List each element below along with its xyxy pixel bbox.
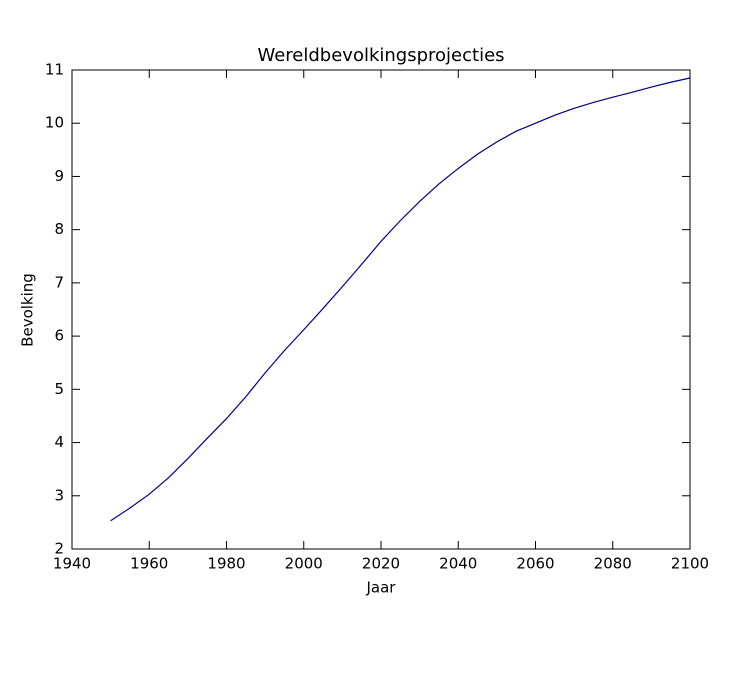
plot-frame (71, 69, 691, 550)
y-tick-label: 7 (54, 273, 64, 291)
y-tick-label: 10 (45, 114, 64, 132)
x-tick-label: 1980 (207, 555, 245, 573)
x-tick-label: 2020 (362, 555, 400, 573)
x-tick-label: 2040 (439, 555, 477, 573)
y-tick-label: 8 (54, 220, 64, 238)
y-tick-label: 6 (54, 327, 64, 345)
x-tick-label: 1960 (130, 555, 168, 573)
data-line (110, 77, 691, 522)
x-tick-label: 2080 (594, 555, 632, 573)
y-tick-label: 9 (54, 167, 64, 185)
x-tick-label: 2060 (516, 555, 554, 573)
x-tick-label: 2000 (285, 555, 323, 573)
chart-title: Wereldbevolkingsprojecties (257, 45, 504, 66)
y-tick-label: 2 (54, 540, 64, 558)
x-tick-label: 1940 (53, 555, 91, 573)
y-tick-label: 4 (54, 433, 64, 451)
x-axis-label: Jaar (366, 579, 397, 597)
y-tick-label: 11 (45, 61, 64, 79)
x-tick-label: 2100 (671, 555, 709, 573)
y-tick-label: 3 (54, 486, 64, 504)
y-tick-label: 5 (54, 380, 64, 398)
y-axis-label: Bevolking (19, 273, 37, 347)
